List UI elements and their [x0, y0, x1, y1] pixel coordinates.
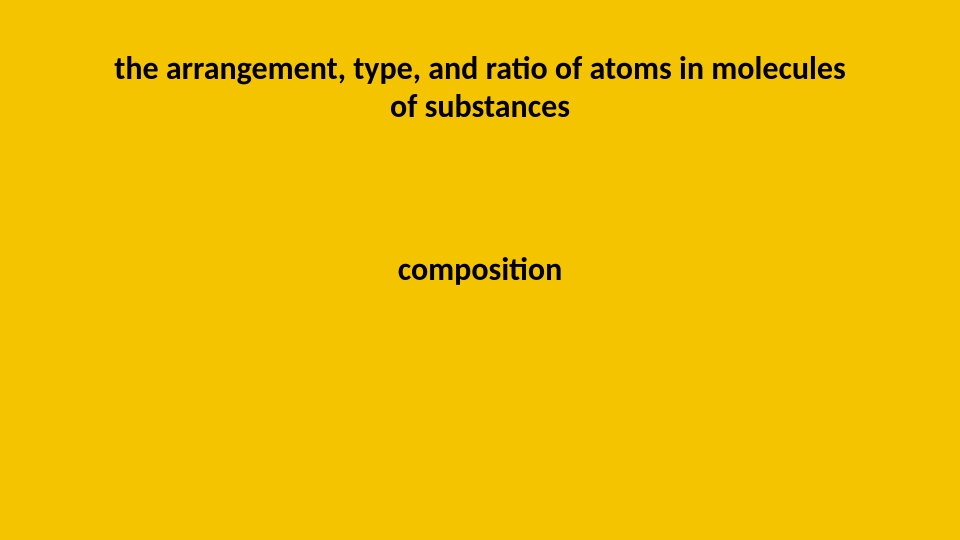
term-text: composition: [0, 250, 960, 289]
definition-text: the arrangement, type, and ratio of atom…: [100, 50, 860, 127]
